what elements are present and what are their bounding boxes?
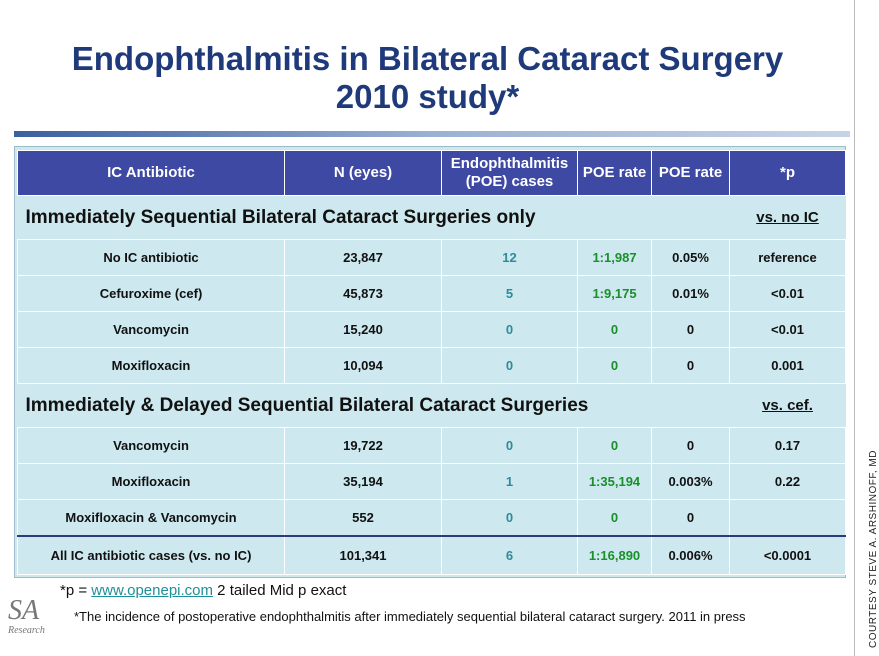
cell-n-eyes: 19,722 (284, 427, 442, 464)
cell-poe-cases: 12 (441, 239, 578, 276)
title-line-1: Endophthalmitis in Bilateral Cataract Su… (71, 40, 784, 77)
section-row-immediate: Immediately Sequential Bilateral Catarac… (17, 195, 846, 240)
cell-antibiotic: Moxifloxacin (17, 463, 285, 500)
footnote-p-value: *p = www.openepi.com 2 tailed Mid p exac… (60, 582, 346, 599)
cell-p-value: <0.01 (729, 275, 846, 312)
section-row-delayed: Immediately & Delayed Sequential Bilater… (17, 383, 846, 428)
cell-poe-cases: 0 (441, 347, 578, 384)
cell-n-eyes: 23,847 (284, 239, 442, 276)
cell-antibiotic: No IC antibiotic (17, 239, 285, 276)
cell-poe-ratio: 1:35,194 (577, 463, 652, 500)
courtesy-credit: COURTESY STEVE A. ARSHINOFF, MD (868, 450, 879, 648)
cell-poe-percent: 0 (651, 427, 730, 464)
cell-poe-percent: 0.05% (651, 239, 730, 276)
logo-mark: SA (8, 595, 40, 626)
header-ic-antibiotic: IC Antibiotic (17, 150, 285, 196)
cell-poe-percent: 0.01% (651, 275, 730, 312)
section-vs-delayed: vs. cef. (729, 383, 846, 428)
cell-poe-ratio: 0 (577, 347, 652, 384)
cell-n-eyes: 15,240 (284, 311, 442, 348)
footnote-p-suffix: 2 tailed Mid p exact (213, 582, 347, 599)
cell-p-value (729, 499, 846, 537)
table-row: Moxifloxacin & Vancomycin 552 0 0 0 (17, 499, 846, 537)
slide-title: Endophthalmitis in Bilateral Cataract Su… (0, 40, 855, 116)
cell-p-value: reference (729, 239, 846, 276)
cell-n-eyes: 10,094 (284, 347, 442, 384)
cell-poe-ratio: 0 (577, 499, 652, 537)
cell-n-eyes: 101,341 (284, 535, 442, 575)
sa-research-logo: SA Research (8, 597, 56, 643)
table-row: Moxifloxacin 10,094 0 0 0 0.001 (17, 347, 846, 384)
cell-n-eyes: 35,194 (284, 463, 442, 500)
cell-poe-cases: 0 (441, 311, 578, 348)
logo-subtitle: Research (8, 625, 45, 636)
total-row: All IC antibiotic cases (vs. no IC) 101,… (17, 535, 846, 575)
results-table: IC Antibiotic N (eyes) Endophthalmitis (… (17, 150, 846, 575)
section-title-delayed: Immediately & Delayed Sequential Bilater… (17, 383, 730, 428)
cell-antibiotic: Cefuroxime (cef) (17, 275, 285, 312)
cell-poe-percent: 0 (651, 347, 730, 384)
table-row: No IC antibiotic 23,847 12 1:1,987 0.05%… (17, 239, 846, 276)
cell-p-value: <0.01 (729, 311, 846, 348)
table-row: Cefuroxime (cef) 45,873 5 1:9,175 0.01% … (17, 275, 846, 312)
cell-antibiotic: Moxifloxacin (17, 347, 285, 384)
section-vs-immediate: vs. no IC (729, 195, 846, 240)
cell-poe-ratio: 1:9,175 (577, 275, 652, 312)
cell-poe-cases: 0 (441, 427, 578, 464)
cell-p-value: 0.22 (729, 463, 846, 500)
slide: Endophthalmitis in Bilateral Cataract Su… (0, 0, 855, 656)
table-header-row: IC Antibiotic N (eyes) Endophthalmitis (… (17, 150, 846, 196)
title-underline-bar (14, 131, 850, 137)
cell-poe-percent: 0 (651, 499, 730, 537)
cell-poe-cases: 1 (441, 463, 578, 500)
cell-antibiotic: Vancomycin (17, 311, 285, 348)
cell-poe-cases: 6 (441, 535, 578, 575)
header-n-eyes: N (eyes) (284, 150, 442, 196)
table-row: Vancomycin 15,240 0 0 0 <0.01 (17, 311, 846, 348)
openepi-link[interactable]: www.openepi.com (91, 582, 214, 599)
cell-p-value: <0.0001 (729, 535, 846, 575)
cell-p-value: 0.17 (729, 427, 846, 464)
cell-p-value: 0.001 (729, 347, 846, 384)
footnote-incidence: *The incidence of postoperative endophth… (74, 609, 746, 624)
section-title-immediate: Immediately Sequential Bilateral Catarac… (17, 195, 730, 240)
cell-antibiotic: Vancomycin (17, 427, 285, 464)
cell-poe-percent: 0.006% (651, 535, 730, 575)
header-p-value: *p (729, 150, 846, 196)
cell-poe-cases: 0 (441, 499, 578, 537)
cell-poe-ratio: 1:1,987 (577, 239, 652, 276)
footnote-p-prefix: *p = (60, 582, 92, 599)
header-poe-rate-percent: POE rate (651, 150, 730, 196)
cell-poe-percent: 0 (651, 311, 730, 348)
cell-poe-ratio: 0 (577, 311, 652, 348)
cell-poe-percent: 0.003% (651, 463, 730, 500)
table-row: Vancomycin 19,722 0 0 0 0.17 (17, 427, 846, 464)
header-poe-rate-ratio: POE rate (577, 150, 652, 196)
title-line-2: 2010 study* (335, 78, 520, 115)
table-row: Moxifloxacin 35,194 1 1:35,194 0.003% 0.… (17, 463, 846, 500)
cell-n-eyes: 45,873 (284, 275, 442, 312)
cell-poe-ratio: 0 (577, 427, 652, 464)
cell-n-eyes: 552 (284, 499, 442, 537)
cell-poe-ratio: 1:16,890 (577, 535, 652, 575)
cell-antibiotic: All IC antibiotic cases (vs. no IC) (17, 535, 285, 575)
cell-poe-cases: 5 (441, 275, 578, 312)
cell-antibiotic: Moxifloxacin & Vancomycin (17, 499, 285, 537)
header-poe-cases: Endophthalmitis (POE) cases (441, 150, 578, 196)
